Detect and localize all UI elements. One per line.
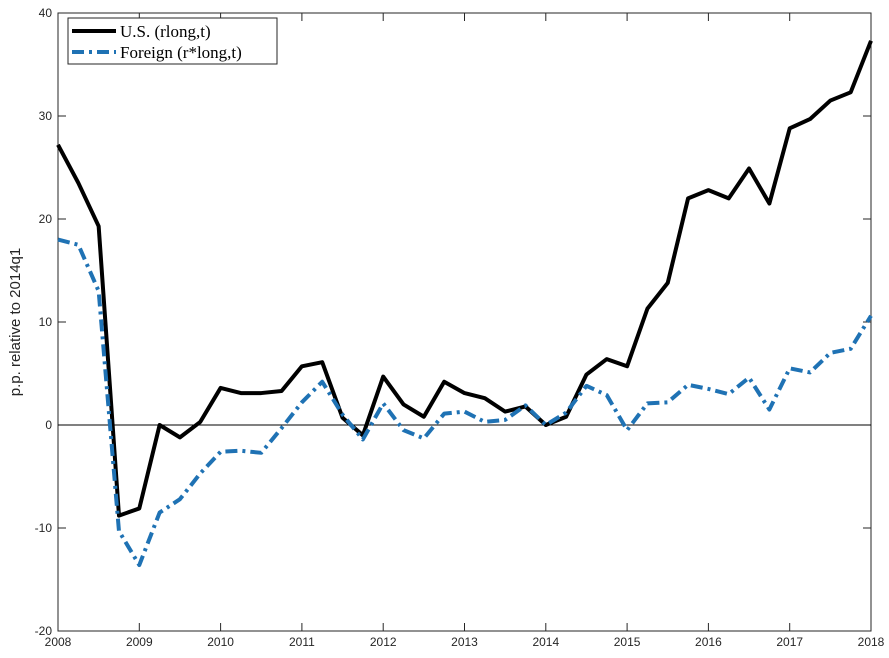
x-tick-label: 2013 <box>451 635 478 649</box>
legend-box <box>67 17 278 65</box>
y-tick-label: -10 <box>35 521 53 535</box>
x-tick-label: 2015 <box>614 635 641 649</box>
x-tick-label: 2011 <box>289 635 315 649</box>
y-tick-label: 10 <box>39 315 53 329</box>
y-tick-label: 0 <box>45 418 52 432</box>
y-axis-label: p.p. relative to 2014q1 <box>7 248 24 396</box>
y-tick-label: 20 <box>39 212 53 226</box>
legend-label: Foreign (r*long,t) <box>120 43 242 62</box>
series-line <box>57 237 873 568</box>
legend-label: U.S. (rlong,t) <box>120 22 211 41</box>
x-tick-label: 2016 <box>695 635 722 649</box>
y-tick-label: 30 <box>39 109 53 123</box>
y-tick-label: -20 <box>35 624 53 638</box>
x-tick-label: 2009 <box>126 635 153 649</box>
x-tick-label: 2010 <box>207 635 234 649</box>
x-tick-label: 2008 <box>45 635 72 649</box>
x-tick-label: 2012 <box>370 635 397 649</box>
x-tick-label: 2018 <box>858 635 885 649</box>
y-tick-label: 40 <box>39 6 53 20</box>
x-tick-label: 2014 <box>532 635 559 649</box>
series-line <box>56 40 873 518</box>
x-tick-label: 2017 <box>776 635 803 649</box>
